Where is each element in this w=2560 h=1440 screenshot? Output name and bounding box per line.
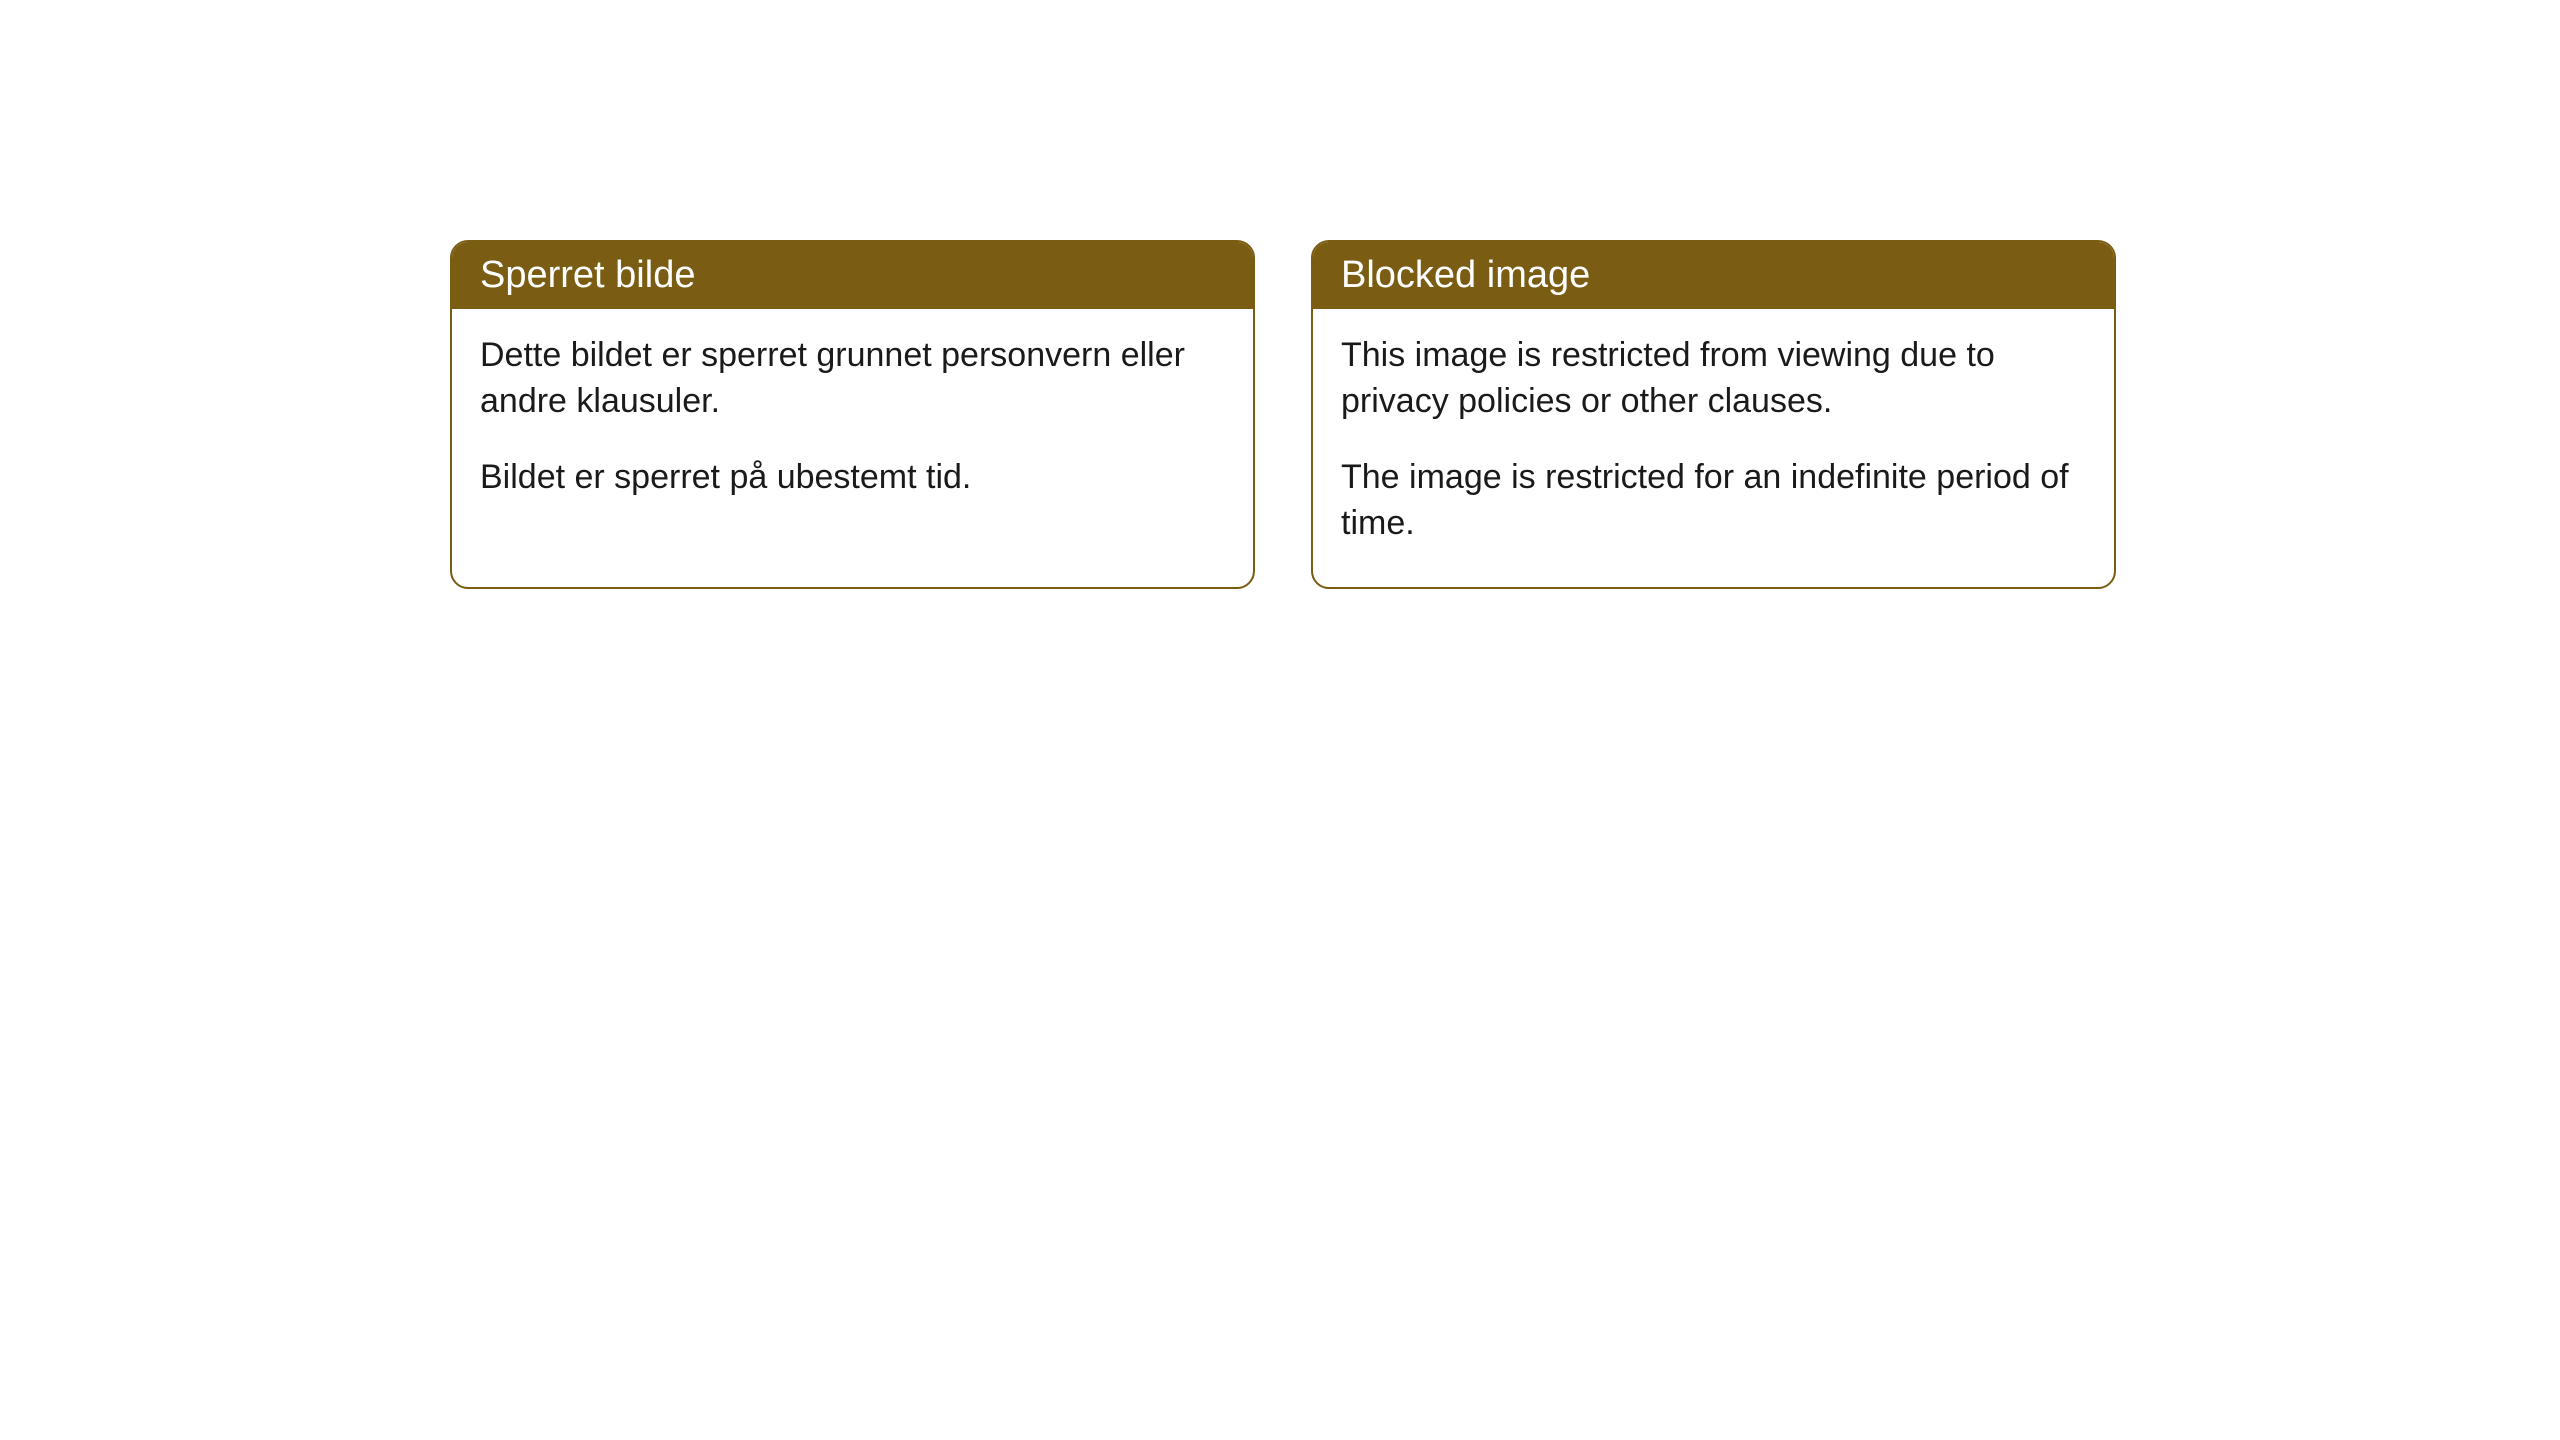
notice-card-english: Blocked image This image is restricted f… [1311, 240, 2116, 589]
card-paragraph: Bildet er sperret på ubestemt tid. [480, 455, 1225, 501]
card-header-norwegian: Sperret bilde [452, 242, 1253, 309]
card-body-norwegian: Dette bildet er sperret grunnet personve… [452, 309, 1253, 541]
card-paragraph: Dette bildet er sperret grunnet personve… [480, 333, 1225, 425]
card-paragraph: The image is restricted for an indefinit… [1341, 455, 2086, 547]
card-title: Blocked image [1341, 254, 1590, 296]
card-header-english: Blocked image [1313, 242, 2114, 309]
card-title: Sperret bilde [480, 254, 695, 296]
notice-container: Sperret bilde Dette bildet er sperret gr… [450, 240, 2116, 589]
notice-card-norwegian: Sperret bilde Dette bildet er sperret gr… [450, 240, 1255, 589]
card-paragraph: This image is restricted from viewing du… [1341, 333, 2086, 425]
card-body-english: This image is restricted from viewing du… [1313, 309, 2114, 587]
